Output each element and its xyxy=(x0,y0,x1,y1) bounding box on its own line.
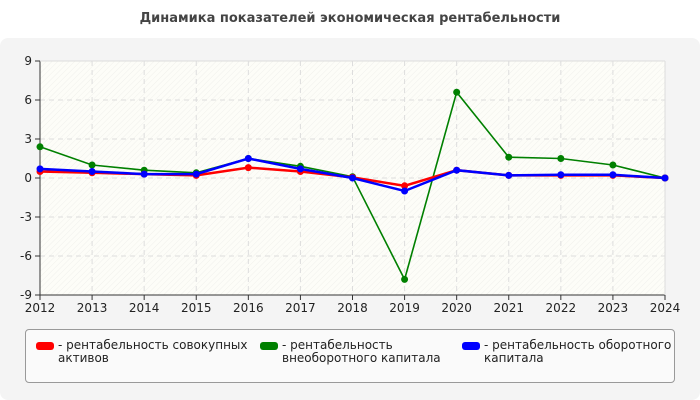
legend-swatch xyxy=(36,342,54,350)
x-tick-label: 2014 xyxy=(129,301,160,315)
x-tick-label: 2020 xyxy=(441,301,472,315)
data-point-2-2015 xyxy=(192,170,200,178)
y-tick-label: 0 xyxy=(24,171,32,185)
data-point-1-2020 xyxy=(453,88,461,96)
data-point-2-2014 xyxy=(140,170,148,178)
data-point-1-2019 xyxy=(401,275,409,283)
x-tick-label: 2012 xyxy=(25,301,56,315)
y-tick-label: -9 xyxy=(20,288,32,302)
x-tick-label: 2019 xyxy=(389,301,420,315)
data-point-2-2018 xyxy=(349,174,356,182)
data-point-0-2019 xyxy=(401,182,409,190)
x-tick-label: 2015 xyxy=(181,301,212,315)
data-point-1-2022 xyxy=(557,155,565,162)
data-point-2-2023 xyxy=(609,171,617,179)
x-tick-label: 2021 xyxy=(493,301,524,315)
y-tick-label: -3 xyxy=(20,210,32,224)
x-tick-label: 2024 xyxy=(650,301,681,315)
data-point-2-2024 xyxy=(661,174,669,182)
data-point-0-2016 xyxy=(244,164,252,172)
x-tick-label: 2017 xyxy=(285,301,316,315)
data-point-2-2016 xyxy=(244,155,252,162)
data-point-2-2019 xyxy=(401,187,409,195)
x-tick-label: 2018 xyxy=(337,301,368,315)
y-tick-label: 6 xyxy=(24,93,32,107)
data-point-1-2012 xyxy=(36,143,44,151)
data-point-2-2017 xyxy=(296,165,304,173)
data-point-1-2013 xyxy=(88,161,96,169)
data-point-1-2023 xyxy=(609,161,617,169)
x-tick-label: 2022 xyxy=(546,301,577,315)
legend: - рентабельность совокупных активов - ре… xyxy=(25,329,675,383)
data-point-2-2012 xyxy=(36,165,44,173)
y-tick-label: 9 xyxy=(24,54,32,68)
x-tick-label: 2013 xyxy=(77,301,108,315)
legend-swatch xyxy=(462,342,480,350)
data-point-2-2022 xyxy=(557,171,565,179)
data-point-1-2021 xyxy=(505,153,513,161)
legend-swatch xyxy=(260,342,278,350)
y-tick-label: -6 xyxy=(20,249,32,263)
data-point-2-2020 xyxy=(453,166,461,174)
data-point-2-2021 xyxy=(505,171,513,179)
x-tick-label: 2023 xyxy=(598,301,629,315)
chart-title: Динамика показателей экономическая рента… xyxy=(139,11,561,26)
x-tick-label: 2016 xyxy=(233,301,264,315)
y-tick-label: 3 xyxy=(24,132,32,146)
data-point-2-2013 xyxy=(88,168,96,175)
